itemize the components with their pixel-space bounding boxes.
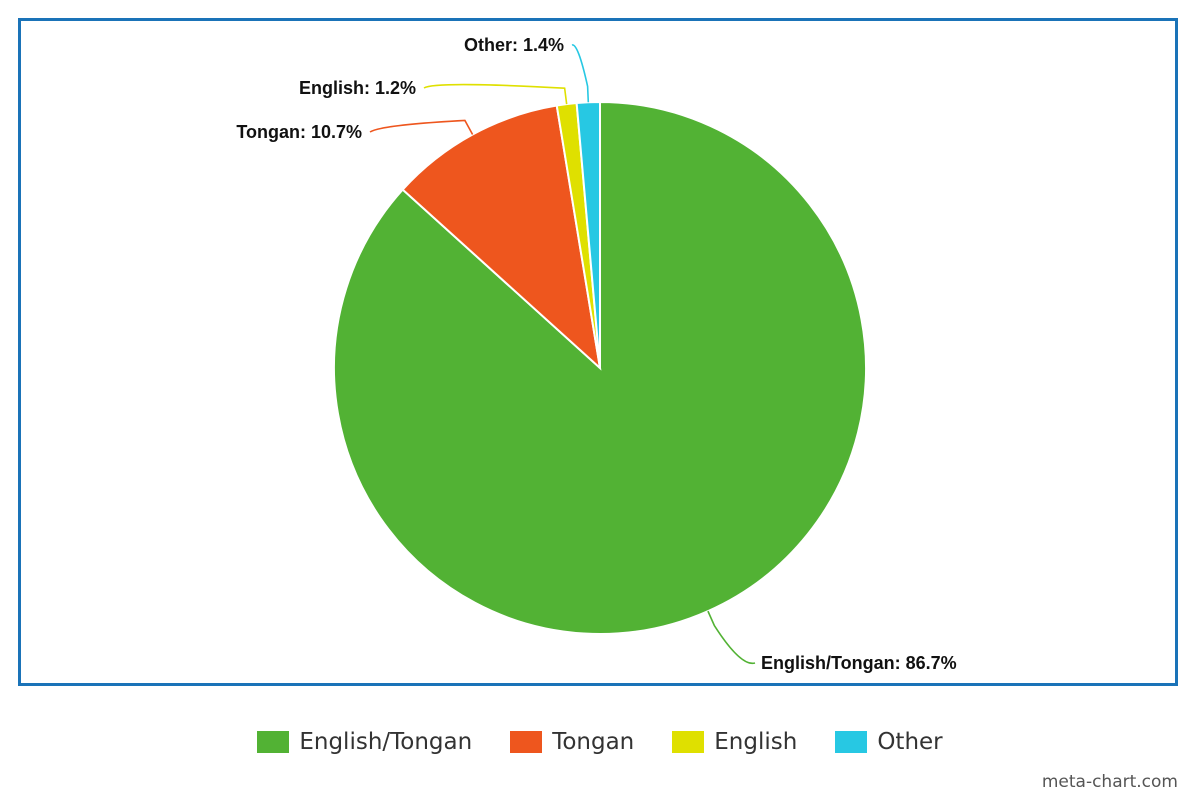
data-label-english-tongan: English/Tongan: 86.7%	[761, 653, 957, 673]
legend-item-other[interactable]: Other	[835, 729, 943, 755]
leader-line-english	[423, 83, 568, 105]
pie-slice-tongan[interactable]	[401, 104, 602, 371]
legend-label-english: English	[714, 729, 798, 755]
legend: English/Tongan Tongan English Other	[0, 722, 1200, 762]
leader-line-english-tongan	[707, 610, 756, 665]
pie-chart: English/Tongan: 86.7% Tongan: 10.7% Englis…	[236, 35, 957, 673]
legend-label-english-tongan: English/Tongan	[299, 729, 473, 755]
legend-swatch-other	[835, 731, 868, 753]
data-label-other: Other: 1.4%	[464, 35, 564, 55]
data-label-english: English: 1.2%	[299, 78, 416, 98]
chart-frame: English/Tongan: 86.7% Tongan: 10.7% Englis…	[18, 18, 1178, 686]
legend-item-english[interactable]: English	[672, 729, 797, 755]
legend-swatch-english	[672, 731, 705, 753]
credit-text[interactable]: meta-chart.com	[1041, 772, 1178, 792]
pie-slice-other[interactable]	[575, 100, 601, 369]
legend-label-other: Other	[877, 729, 943, 755]
legend-swatch-english-tongan	[257, 731, 290, 753]
data-label-tongan: Tongan: 10.7%	[236, 122, 362, 142]
legend-item-english-tongan[interactable]: English/Tongan	[257, 729, 472, 755]
legend-label-tongan: Tongan	[552, 729, 635, 755]
legend-swatch-tongan	[510, 731, 543, 753]
legend-item-tongan[interactable]: Tongan	[510, 729, 634, 755]
leader-line-tongan	[369, 119, 474, 135]
leader-line-other	[571, 44, 590, 103]
